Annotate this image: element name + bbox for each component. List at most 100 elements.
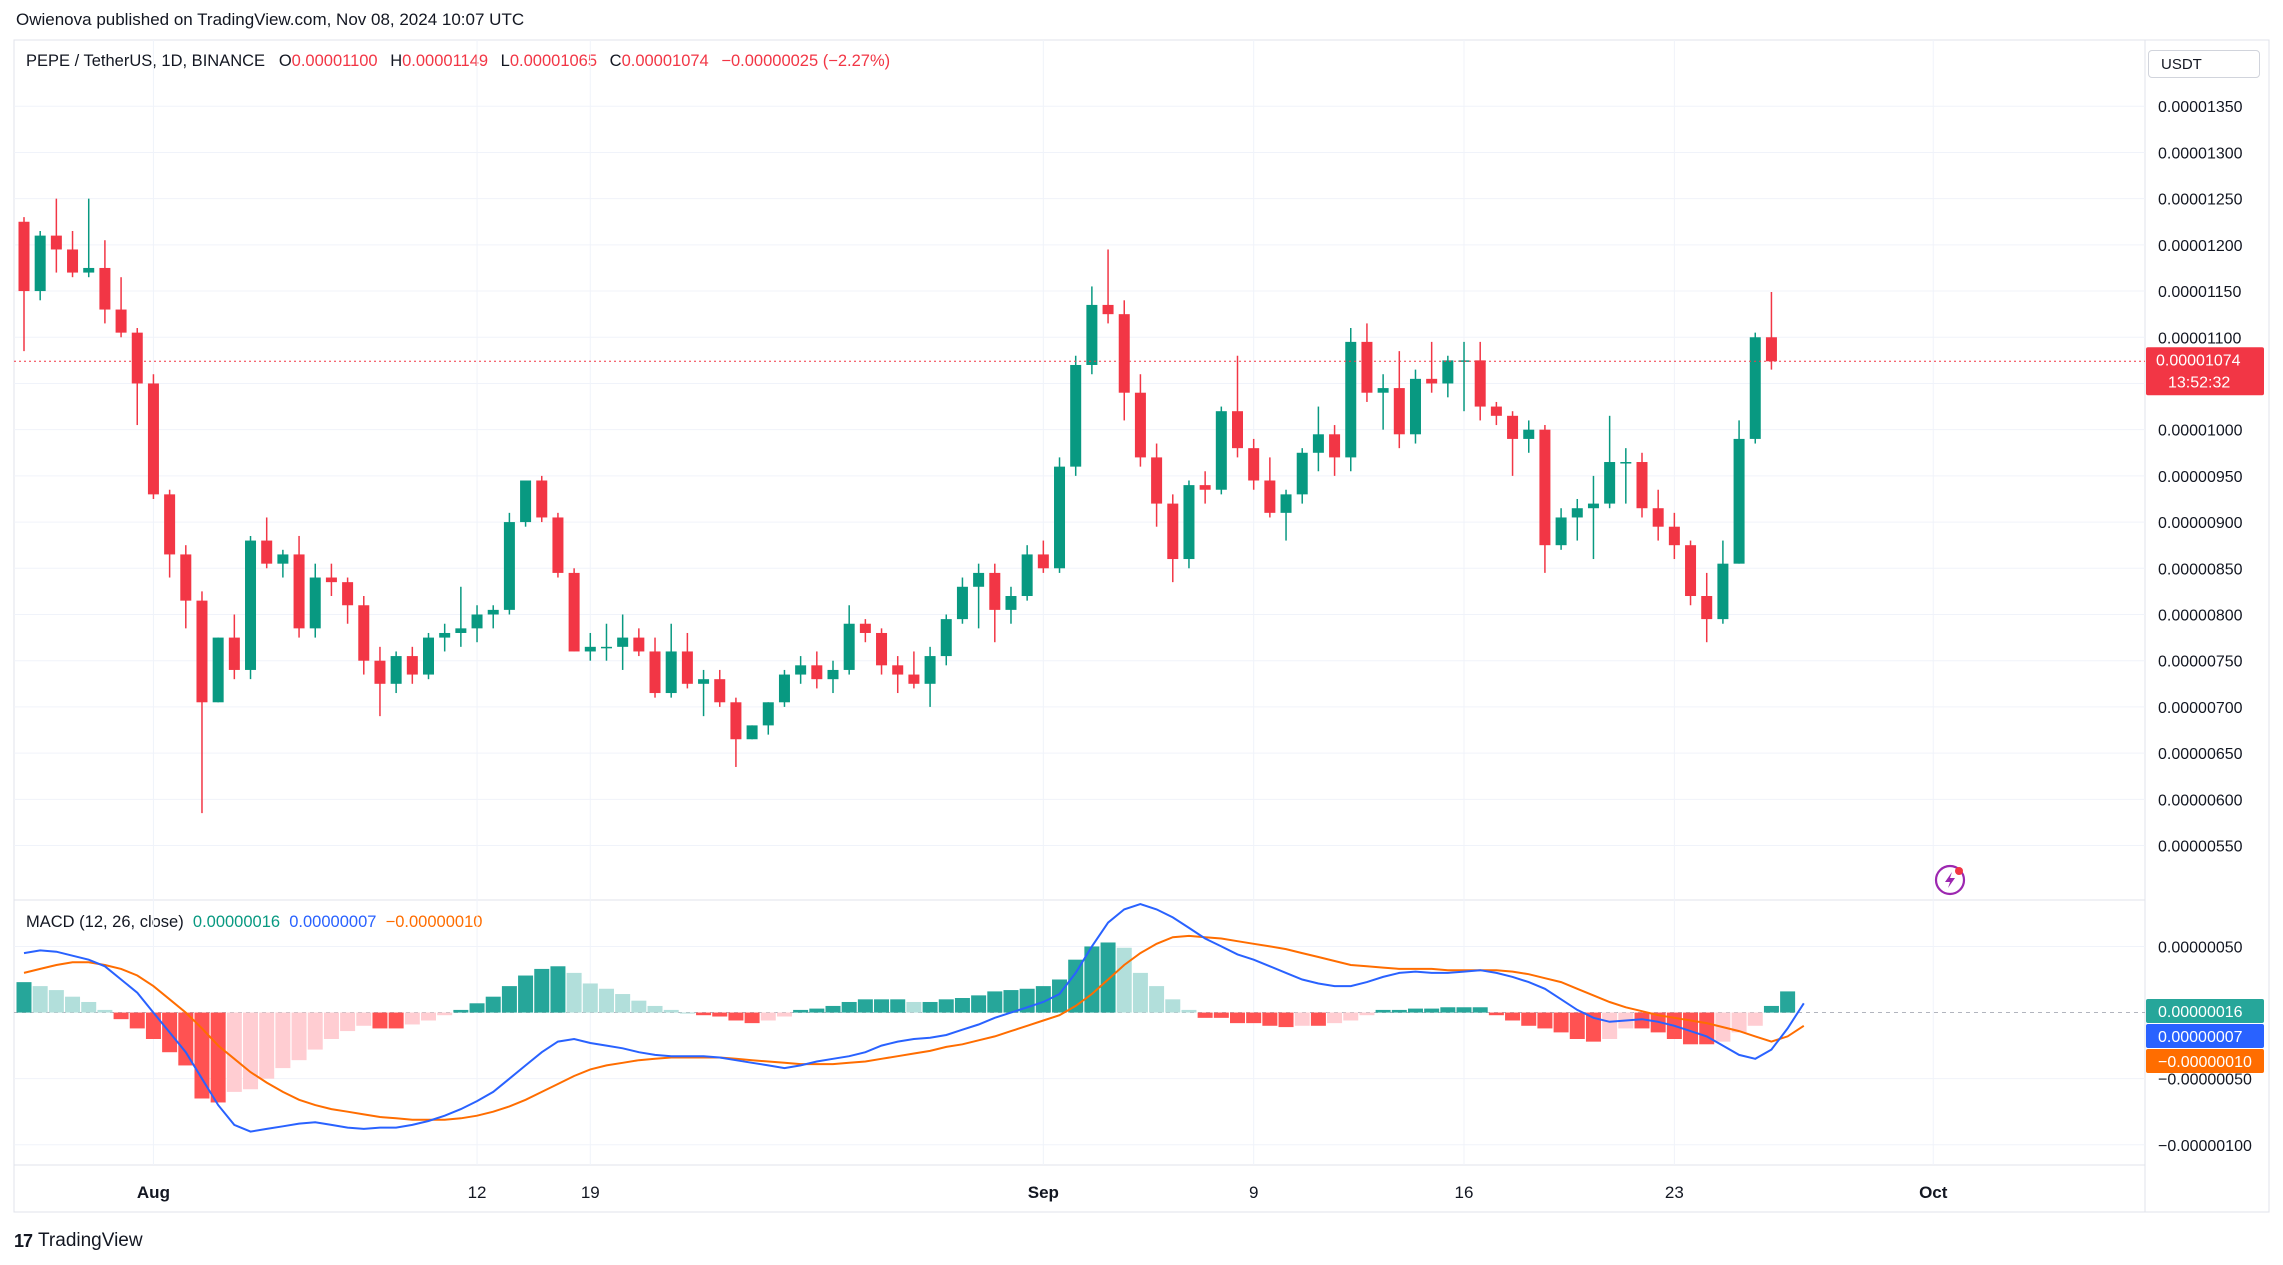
candle-up	[843, 605, 855, 675]
macd-histogram-bar	[1537, 1012, 1553, 1029]
candle-body	[1393, 388, 1405, 435]
candle-down	[1264, 457, 1276, 518]
macd-histogram-bar	[841, 1001, 857, 1013]
macd-line-badge	[2146, 1024, 2264, 1048]
candle-down	[1167, 494, 1179, 583]
macd-histogram-bar	[679, 1012, 695, 1014]
macd-title[interactable]: MACD (12, 26, close)	[26, 913, 184, 931]
macd-histogram-bar	[243, 1012, 259, 1090]
candle-body	[228, 637, 240, 670]
macd-tick-label: −0.00000100	[2158, 1138, 2252, 1155]
open-value: 0.00001100	[291, 52, 378, 70]
candle-up	[698, 669, 710, 717]
candle-body	[665, 651, 677, 694]
macd-histogram-bar	[97, 1009, 113, 1013]
candle-body	[131, 332, 143, 384]
symbol-label[interactable]: PEPE / TetherUS, 1D, BINANCE	[26, 52, 266, 70]
candle-up	[1749, 332, 1761, 444]
macd-histogram-bar	[1440, 1007, 1456, 1013]
candle-body	[1118, 314, 1130, 393]
macd-histogram-bar	[954, 998, 970, 1013]
candle-body	[180, 554, 192, 601]
macd-histogram-bar	[48, 990, 64, 1013]
time-tick-label: 23	[1665, 1183, 1684, 1202]
close-value: 0.00001074	[621, 52, 709, 70]
macd-histogram-bar	[1391, 1009, 1407, 1013]
candle-up	[1717, 540, 1729, 624]
macd-histogram-bar	[323, 1012, 339, 1039]
candle-down	[1539, 425, 1551, 573]
candle-body	[940, 619, 952, 657]
candle-down	[633, 628, 645, 657]
candle-up	[1215, 406, 1227, 495]
macd-histogram-bar	[1149, 986, 1165, 1013]
flash-icon[interactable]	[1934, 864, 1966, 896]
price-tick-label: 0.00000850	[2158, 561, 2243, 578]
price-tick-label: 0.00000700	[2158, 700, 2243, 717]
time-tick-label: 16	[1455, 1183, 1474, 1202]
candle-down	[358, 596, 370, 675]
candle-down	[649, 637, 661, 698]
time-tick-label: 19	[581, 1183, 600, 1202]
candle-down	[1102, 249, 1114, 324]
macd-histogram-bar	[1197, 1012, 1213, 1018]
macd-histogram-bar	[340, 1012, 356, 1032]
macd-histogram-bar	[1634, 1012, 1650, 1029]
currency-button[interactable]: USDT	[2148, 50, 2260, 78]
change-value: −0.00000025 (−2.27%)	[721, 52, 891, 70]
candle-body	[778, 674, 790, 703]
candle-up	[245, 535, 257, 680]
macd-line-badge-label: 0.00000007	[2158, 1029, 2243, 1046]
macd-histogram-bar	[550, 966, 566, 1013]
candle-body	[1232, 411, 1243, 449]
macd-hist-value: 0.00000016	[192, 913, 281, 931]
candle-body	[503, 522, 515, 610]
high-value: 0.00001149	[402, 52, 489, 70]
macd-histogram-bar	[453, 1009, 469, 1013]
macd-histogram-bar	[1505, 1012, 1521, 1021]
candle-body	[487, 609, 499, 615]
candle-up	[423, 632, 434, 680]
candle-down	[99, 240, 111, 324]
candle-down	[1151, 443, 1163, 527]
candle-down	[1507, 411, 1519, 476]
macd-histogram-bar	[259, 1012, 275, 1079]
candle-body	[115, 309, 127, 333]
macd-histogram-bar	[81, 1001, 97, 1013]
macd-histogram-bar	[404, 1012, 420, 1025]
candle-up	[1620, 448, 1632, 504]
candle-body	[1005, 596, 1017, 610]
candle-body	[892, 665, 904, 675]
macd-histogram-bar	[971, 995, 987, 1013]
candle-body	[1215, 411, 1227, 490]
candle-body	[600, 646, 612, 649]
candle-body	[1151, 457, 1163, 504]
macd-histogram-bar	[1731, 1012, 1747, 1033]
macd-histogram-bar	[663, 1009, 679, 1013]
macd-histogram-bar	[469, 1003, 485, 1013]
macd-histogram-bar	[647, 1005, 663, 1013]
macd-histogram-bar	[1456, 1007, 1472, 1013]
candle-body	[1102, 304, 1114, 315]
macd-signal-badge	[2146, 1049, 2264, 1073]
candle-down	[552, 512, 564, 578]
candle-body	[1086, 304, 1098, 365]
candle-up	[973, 563, 985, 629]
candle-body	[1523, 429, 1535, 439]
candle-body	[714, 679, 726, 703]
macd-histogram-bar	[1780, 991, 1796, 1013]
macd-histogram-bar	[129, 1012, 145, 1029]
candle-body	[1587, 503, 1599, 509]
price-tick-label: 0.00001100	[2158, 330, 2241, 347]
candle-down	[681, 632, 693, 689]
candle-body	[1701, 596, 1713, 620]
candle-down	[568, 568, 580, 652]
candle-up	[940, 614, 952, 666]
candle-body	[924, 656, 936, 684]
candle-body	[261, 540, 273, 564]
candle-down	[1248, 438, 1260, 490]
candle-up	[277, 549, 289, 578]
macd-histogram-bar	[857, 999, 873, 1013]
branding[interactable]: 17 TradingView	[14, 1230, 143, 1252]
